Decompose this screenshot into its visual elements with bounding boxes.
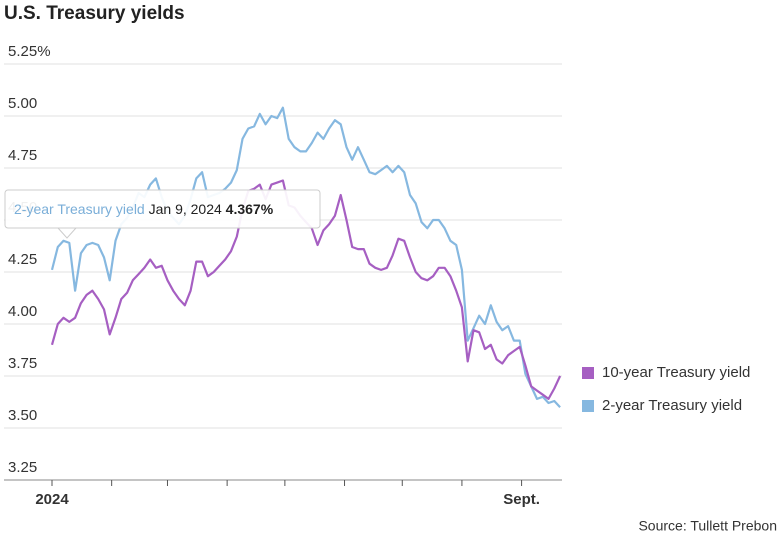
y-tick-label: 4.00 [8, 303, 37, 320]
y-tick-label: 3.75 [8, 355, 37, 372]
source-note: Source: Tullett Prebon [638, 518, 777, 534]
legend-swatch [582, 400, 594, 412]
y-tick-label: 3.25 [8, 459, 37, 476]
legend-label: 2-year Treasury yield [602, 397, 742, 414]
legend-label: 10-year Treasury yield [602, 364, 750, 381]
tooltip-box [4, 189, 321, 229]
chart-title: U.S. Treasury yields [4, 3, 185, 24]
x-tick-label: 2024 [35, 491, 69, 508]
series-line [50, 106, 561, 408]
tooltip-series: 2-year Treasury yield [14, 201, 145, 217]
y-tick-label: 4.75 [8, 147, 37, 164]
tooltip: 2-year Treasury yield Jan 9, 2024 4.367% [4, 189, 321, 239]
y-tick-label: 5.00 [8, 95, 37, 112]
plot-area: 3.253.503.754.004.254.504.755.005.25%202… [4, 43, 750, 508]
tooltip-pointer [56, 227, 78, 239]
x-tick-label: Sept. [503, 491, 540, 508]
tooltip-text: 2-year Treasury yield Jan 9, 2024 4.367% [14, 201, 274, 217]
legend-swatch [582, 367, 594, 379]
y-tick-label: 4.25 [8, 251, 37, 268]
tooltip-value: 4.367% [226, 201, 274, 217]
tooltip-date: Jan 9, 2024 [149, 201, 222, 217]
y-tick-label: 5.25% [8, 43, 51, 60]
y-tick-label: 3.50 [8, 407, 37, 424]
